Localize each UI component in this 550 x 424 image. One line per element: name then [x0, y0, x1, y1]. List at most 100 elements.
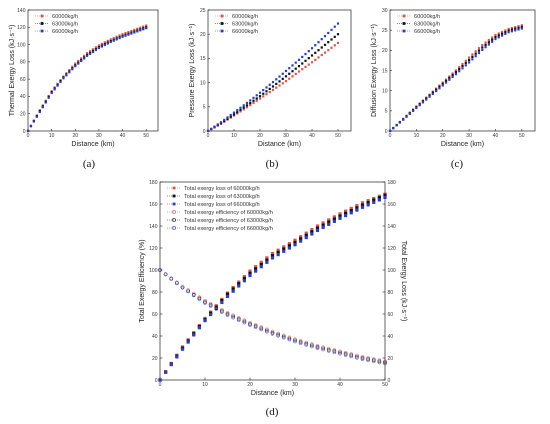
data-point [249, 101, 252, 105]
data-point [270, 254, 275, 258]
data-point [484, 46, 487, 49]
y-tick-label: 10 [382, 88, 388, 94]
data-point [467, 58, 471, 62]
series-d-4 [158, 268, 387, 365]
data-point [62, 77, 65, 80]
data-point [281, 72, 284, 75]
plot-frame [207, 9, 352, 132]
data-point [186, 340, 190, 344]
data-point [327, 41, 330, 44]
data-point [444, 78, 448, 81]
data-point [284, 69, 288, 73]
x-tick-label: 50 [143, 133, 149, 139]
data-point [321, 346, 325, 351]
data-point [484, 41, 487, 44]
x-axis-title: Distance (km) [441, 141, 484, 148]
data-point [133, 31, 136, 34]
data-point [355, 204, 359, 208]
legend-label: 60000kg/h [232, 14, 258, 20]
data-point [304, 235, 308, 240]
data-point [282, 247, 286, 251]
data-point [294, 67, 297, 70]
data-point [276, 250, 280, 254]
x-tick-label: 40 [337, 382, 343, 388]
legend-item: 63000kg/h [35, 22, 78, 28]
data-point [310, 232, 314, 236]
data-point [242, 318, 247, 323]
series-a-2 [26, 27, 148, 133]
data-point [428, 94, 431, 97]
data-point [435, 89, 438, 93]
data-point [327, 220, 331, 224]
x-tick-label: 20 [247, 382, 253, 388]
data-point [517, 25, 520, 28]
data-point [145, 24, 148, 27]
data-point [487, 43, 490, 46]
data-point [139, 26, 142, 29]
data-point [115, 38, 118, 41]
data-point [491, 40, 494, 43]
series-a-1 [26, 26, 148, 133]
data-point [458, 67, 461, 71]
data-point [231, 315, 235, 320]
data-point [441, 81, 444, 84]
data-point [326, 347, 331, 352]
legend-marker [40, 14, 44, 18]
data-point [293, 337, 297, 342]
data-point [497, 32, 500, 35]
data-point [372, 198, 376, 202]
y-tick-label: 60 [20, 77, 26, 83]
data-point [520, 24, 523, 27]
data-point [68, 71, 71, 74]
data-point [262, 95, 265, 98]
data-point [314, 51, 317, 54]
data-point [83, 57, 86, 60]
legend-item: Total exergy efficiency of 60000kg/h [167, 210, 273, 216]
data-point [438, 87, 441, 90]
data-point [315, 224, 320, 228]
data-point [388, 129, 392, 133]
data-point [298, 339, 303, 343]
data-point [327, 222, 331, 226]
legend-item: 66000kg/h [35, 29, 78, 35]
data-point [320, 38, 323, 41]
y-tick-label: 25 [200, 8, 206, 14]
data-point [225, 312, 230, 316]
data-point [321, 345, 325, 350]
data-point [415, 106, 418, 110]
data-point [507, 31, 510, 34]
legend-marker [172, 226, 176, 230]
data-point [248, 269, 252, 273]
data-point [343, 350, 348, 355]
data-point [242, 275, 246, 279]
data-point [520, 27, 523, 30]
data-point [226, 117, 229, 120]
data-point [214, 307, 219, 311]
data-point [343, 352, 348, 356]
y-tick-label: 0 [385, 129, 388, 135]
data-point [299, 237, 303, 241]
data-point [265, 328, 269, 333]
data-point [383, 359, 387, 364]
data-point [332, 215, 336, 219]
data-point [464, 64, 467, 67]
data-point [216, 123, 219, 126]
data-point [242, 108, 245, 111]
data-point [94, 48, 98, 52]
data-point [304, 340, 309, 345]
data-point [38, 110, 41, 114]
data-point [109, 38, 112, 41]
data-point [255, 97, 258, 100]
y-tick-label: 0 [23, 129, 26, 135]
data-point [262, 89, 265, 92]
data-point [371, 359, 376, 364]
data-point [497, 36, 500, 39]
legend-marker [40, 22, 44, 25]
legend-label: Total exergy efficiency of 60000kg/h [184, 210, 273, 216]
data-point [371, 357, 376, 361]
data-point [242, 276, 246, 281]
data-point [281, 335, 286, 340]
data-point [377, 196, 381, 200]
data-point [270, 329, 275, 334]
